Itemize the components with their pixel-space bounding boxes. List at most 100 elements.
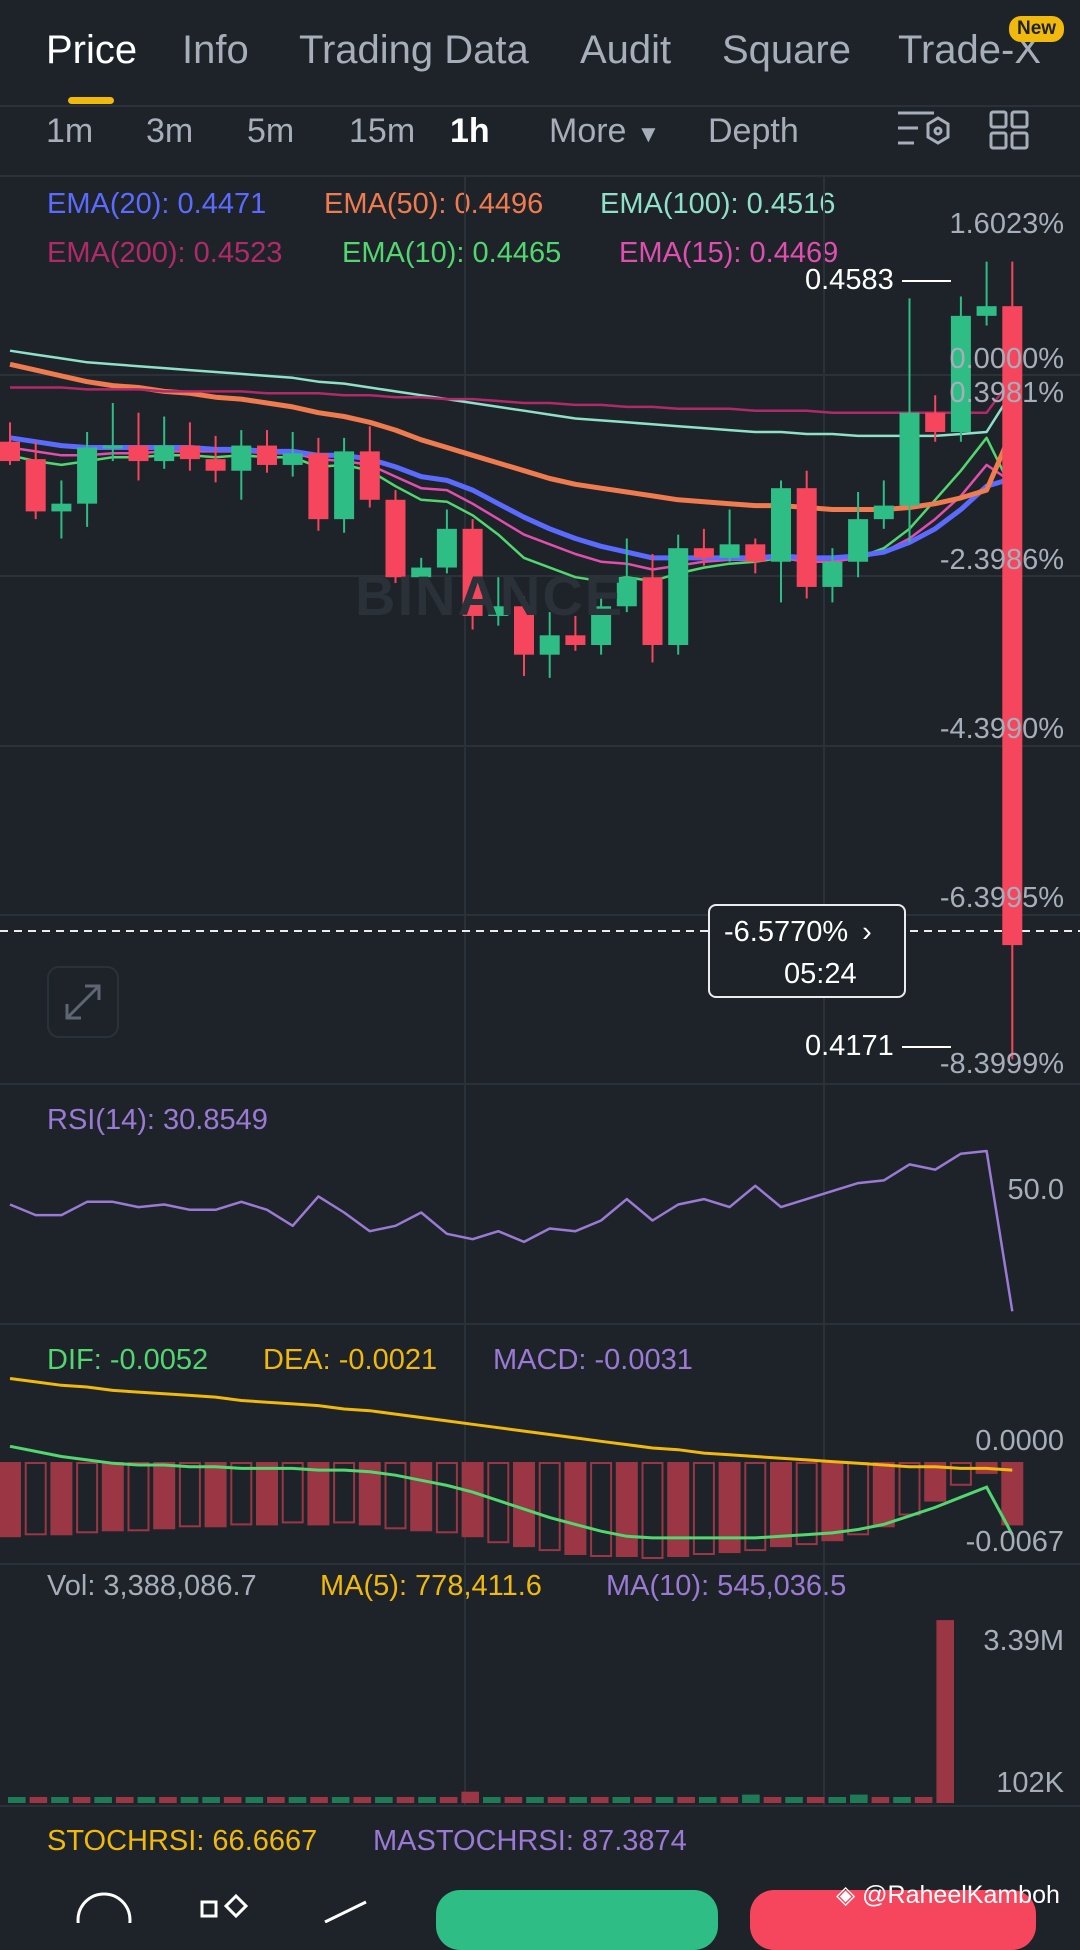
pct-label-1: 1.6023% <box>949 208 1065 240</box>
macd-axis-top: 0.0000 <box>975 1425 1064 1457</box>
volume-bar <box>461 1791 479 1803</box>
macd-histogram-bar <box>924 1462 947 1502</box>
macd-histogram-bar <box>435 1462 458 1534</box>
expand-chart-button[interactable] <box>47 966 119 1038</box>
volume-bar <box>202 1797 220 1803</box>
high-price-label: 0.4583 <box>805 264 894 296</box>
vol-axis-bottom: 102K <box>996 1767 1064 1799</box>
binance-watermark: BINANCE <box>355 564 625 627</box>
macd-histogram-bar <box>949 1462 972 1486</box>
ema15-legend: EMA(15): 0.4469 <box>619 237 839 269</box>
macd-pane-divider <box>0 1563 1080 1565</box>
chevron-right-icon: › <box>862 916 872 948</box>
tab-info[interactable]: Info <box>182 28 249 72</box>
new-badge: New <box>1009 16 1065 42</box>
price-pane-divider <box>0 1083 1080 1085</box>
vol-legend: Vol: 3,388,086.7 <box>47 1570 257 1602</box>
volume-bar <box>29 1797 48 1803</box>
dea-legend: DEA: -0.0021 <box>263 1344 438 1376</box>
volume-bar <box>310 1797 328 1803</box>
candle-body <box>976 306 997 316</box>
macd-histogram-bar <box>564 1462 587 1555</box>
tab-price[interactable]: Price <box>46 28 138 72</box>
volume-bar <box>850 1794 868 1803</box>
volume-bar <box>698 1797 717 1803</box>
candle-body <box>771 488 791 562</box>
volume-bar <box>936 1620 954 1803</box>
ema-line-ema100 <box>9 349 1014 438</box>
volume-bar <box>137 1797 156 1803</box>
macd-histogram-bar <box>821 1462 844 1542</box>
indicator-settings-icon[interactable] <box>898 111 950 145</box>
layout-grid-icon[interactable] <box>989 110 1029 150</box>
volume-bar <box>245 1797 264 1803</box>
tooltip-countdown: 05:24 <box>784 958 857 990</box>
volume-bar <box>634 1797 652 1803</box>
candle-body <box>102 445 123 449</box>
volume-bar <box>483 1797 501 1803</box>
candle-body <box>462 528 483 616</box>
vol-axis-top: 3.39M <box>983 1625 1064 1657</box>
interval-1m[interactable]: 1m <box>46 112 94 150</box>
buy-button[interactable] <box>436 1890 718 1950</box>
candle-body <box>154 445 175 462</box>
tab-trading-data[interactable]: Trading Data <box>299 28 529 72</box>
candle-body <box>668 548 689 645</box>
rsi-line <box>9 1149 1014 1312</box>
interval-1h[interactable]: 1h <box>450 112 490 150</box>
candle-body <box>822 561 843 587</box>
expand-icon <box>65 984 101 1020</box>
vol-pane-divider <box>0 1805 1080 1807</box>
ema200-legend: EMA(200): 0.4523 <box>47 237 283 269</box>
macd-histogram-bar <box>795 1462 818 1546</box>
dif-legend: DIF: -0.0052 <box>47 1344 209 1376</box>
interval-depth[interactable]: Depth <box>708 112 799 150</box>
macd-histogram-bar <box>153 1462 176 1530</box>
volume-bar <box>375 1797 393 1803</box>
ema50-legend: EMA(50): 0.4496 <box>324 188 544 220</box>
candle-body <box>745 544 766 562</box>
caret-down-icon: ▼ <box>636 121 661 148</box>
interval-3m[interactable]: 3m <box>146 112 194 150</box>
pct-label-4: -2.3986% <box>939 544 1064 576</box>
candle-body <box>231 445 252 471</box>
candle-body <box>642 577 663 645</box>
ema-line-ema200 <box>10 377 1014 414</box>
candle-body <box>334 451 355 520</box>
volume-bar <box>353 1797 372 1803</box>
interval-more[interactable]: More ▼ <box>549 112 660 151</box>
volume-bar <box>115 1797 134 1803</box>
volume-bar <box>51 1797 69 1803</box>
interval-5m[interactable]: 5m <box>247 112 295 150</box>
macd-histogram-bar <box>178 1462 201 1528</box>
ema20-legend: EMA(20): 0.4471 <box>47 188 267 220</box>
volume-bar <box>439 1797 458 1803</box>
macd-histogram-bar <box>692 1462 715 1555</box>
macd-histogram-bar <box>744 1462 767 1552</box>
ma10-legend: MA(10): 545,036.5 <box>606 1570 847 1602</box>
volume-bar <box>742 1794 760 1803</box>
candle-body <box>0 441 20 462</box>
tab-audit[interactable]: Audit <box>580 28 672 72</box>
volume-bar <box>94 1797 112 1803</box>
macd-histogram-bar <box>256 1462 278 1526</box>
macd-histogram-bar <box>101 1462 124 1532</box>
macd-histogram-bar <box>872 1462 895 1528</box>
tooltip-change: -6.5770% <box>724 916 849 948</box>
tab-square[interactable]: Square <box>722 28 851 72</box>
macd-histogram-bar <box>50 1462 73 1536</box>
interval-15m[interactable]: 15m <box>349 112 416 150</box>
mastochrsi-legend: MASTOCHRSI: 87.3874 <box>373 1825 687 1857</box>
rsi-legend: RSI(14): 30.8549 <box>47 1104 268 1136</box>
macd-axis-bottom: -0.0067 <box>965 1526 1064 1558</box>
macd-histogram-bar <box>281 1462 304 1524</box>
tabs-divider <box>0 105 1080 107</box>
volume-bar <box>8 1797 26 1803</box>
low-price-label: 0.4171 <box>805 1030 894 1062</box>
macd-histogram-bar <box>0 1462 21 1538</box>
ema-line-ema20 <box>9 435 1014 561</box>
binance-logo-icon: ◈ <box>836 1881 863 1909</box>
volume-bar <box>806 1797 825 1803</box>
current-price-tooltip[interactable]: -6.5770% › 05:24 <box>708 904 906 998</box>
